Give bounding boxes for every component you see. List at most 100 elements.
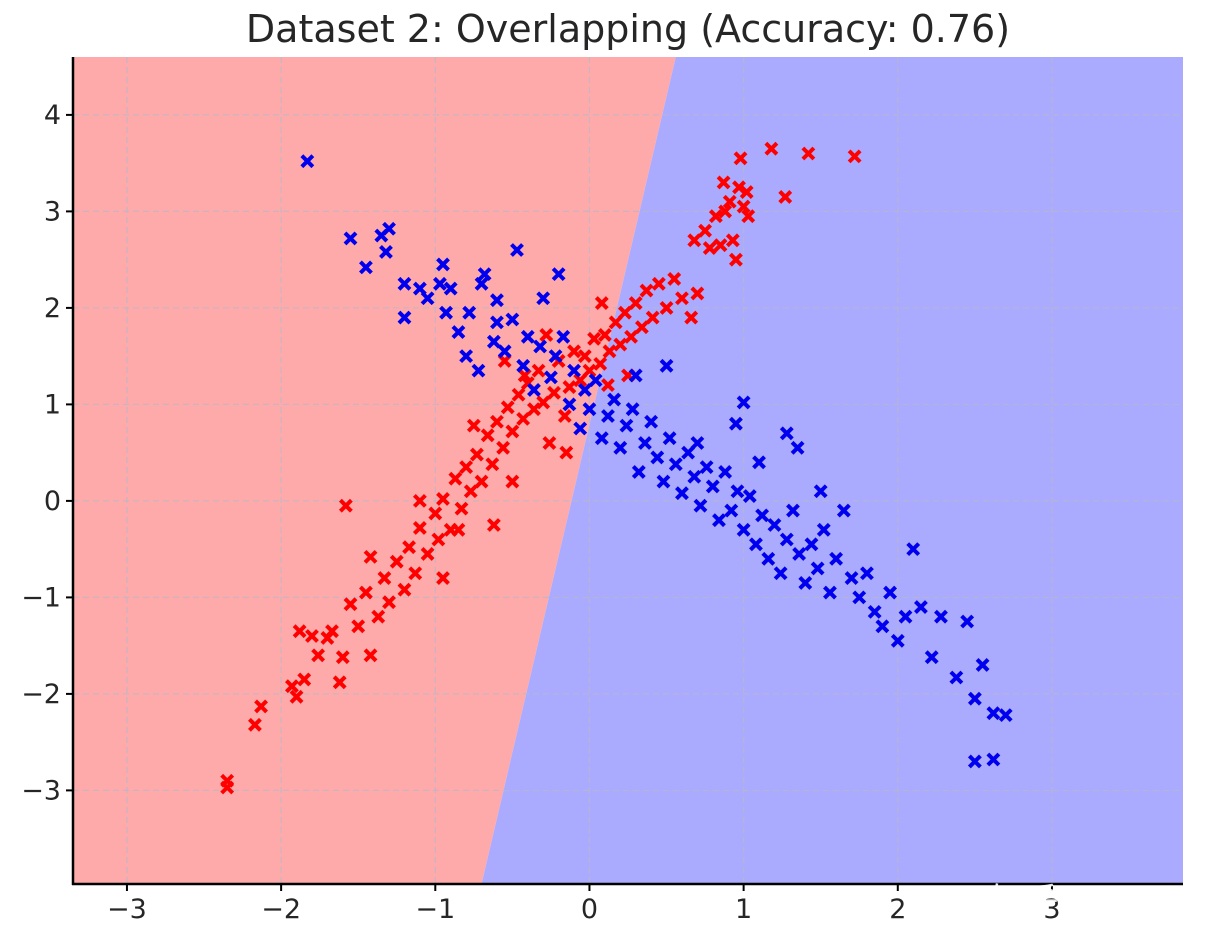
- red-point: [454, 501, 469, 516]
- red-point: [733, 151, 748, 166]
- red-point: [582, 363, 597, 378]
- blue-point: [924, 650, 939, 665]
- red-point: [351, 619, 366, 634]
- red-point: [613, 337, 628, 352]
- red-point: [382, 595, 396, 610]
- red-point: [335, 650, 350, 665]
- blue-point: [656, 474, 671, 489]
- red-point: [285, 679, 299, 694]
- red-point: [690, 286, 705, 301]
- chart-title: Dataset 2: Overlapping (Accuracy: 0.76): [246, 7, 1010, 51]
- decision-regions: [73, 57, 1184, 884]
- blue-point: [967, 691, 982, 706]
- blue-point: [752, 455, 766, 470]
- y-tick-label: 0: [44, 486, 61, 517]
- blue-point: [724, 503, 739, 518]
- blue-point: [607, 392, 622, 407]
- blue-point: [520, 329, 535, 344]
- red-point: [684, 310, 699, 325]
- red-point: [597, 328, 612, 342]
- blue-point: [668, 457, 683, 472]
- red-point: [801, 146, 816, 161]
- red-point: [511, 387, 526, 402]
- blue-point: [779, 426, 794, 441]
- blue-point: [594, 431, 609, 446]
- y-tick-label: 2: [44, 293, 61, 324]
- red-point: [359, 585, 373, 600]
- blue-point: [836, 503, 851, 518]
- red-point: [667, 272, 682, 286]
- blue-point: [601, 409, 615, 423]
- red-point: [702, 241, 717, 255]
- red-point: [305, 629, 319, 643]
- blue-point: [662, 431, 677, 446]
- red-point: [708, 209, 723, 224]
- blue-region: [481, 57, 1184, 884]
- red-point: [311, 648, 326, 663]
- blue-point: [914, 600, 928, 614]
- red-point: [659, 300, 674, 315]
- blue-point: [898, 609, 913, 624]
- blue-point: [867, 604, 882, 619]
- red-point: [698, 223, 712, 238]
- red-point: [254, 699, 268, 714]
- blue-point: [644, 414, 659, 429]
- blue-point: [573, 421, 588, 436]
- blue-point: [699, 460, 714, 475]
- blue-point: [687, 469, 702, 484]
- data-points: [220, 141, 1013, 795]
- blue-point: [490, 293, 504, 308]
- blue-point: [681, 445, 696, 460]
- blue-point: [443, 281, 458, 296]
- red-point: [496, 440, 511, 455]
- blue-point: [459, 349, 474, 364]
- red-point: [716, 175, 731, 190]
- red-point: [428, 506, 443, 521]
- blue-point: [477, 267, 492, 282]
- y-tick-label: 3: [44, 196, 61, 227]
- blue-point: [693, 498, 708, 513]
- x-tick-label: −3: [107, 894, 147, 925]
- blue-point: [816, 522, 831, 537]
- red-point: [675, 291, 689, 306]
- red-point: [542, 436, 557, 450]
- red-point: [732, 180, 746, 195]
- red-point: [725, 233, 740, 248]
- red-point: [559, 445, 574, 460]
- blue-point: [875, 619, 890, 634]
- y-tick-label: −1: [21, 582, 61, 613]
- red-point: [601, 378, 615, 393]
- blue-point: [718, 465, 733, 479]
- blue-point: [810, 561, 825, 576]
- red-point: [486, 518, 501, 532]
- red-point: [651, 276, 666, 291]
- x-tick-label: 3: [1043, 894, 1060, 925]
- y-axis-ticks: −3 −2 −1 0 1 2 3 4: [21, 100, 73, 806]
- red-point: [557, 409, 572, 423]
- blue-point: [471, 363, 486, 378]
- red-point: [480, 428, 495, 443]
- red-point: [412, 521, 427, 535]
- red-point: [645, 310, 660, 325]
- x-tick-label: 1: [735, 894, 752, 925]
- blue-point: [625, 402, 640, 417]
- blue-point: [577, 383, 592, 397]
- blue-point: [690, 436, 705, 450]
- red-point: [485, 457, 500, 472]
- red-point: [573, 373, 588, 388]
- red-point: [248, 717, 262, 732]
- blue-point: [556, 329, 571, 344]
- red-point: [847, 149, 862, 164]
- blue-point: [631, 465, 646, 479]
- red-point: [536, 395, 551, 410]
- red-point: [718, 204, 733, 219]
- red-point: [764, 141, 779, 156]
- axes: [71, 57, 1183, 886]
- red-point: [408, 566, 423, 581]
- y-tick-label: 1: [44, 389, 61, 420]
- blue-point: [490, 315, 504, 330]
- red-point: [412, 493, 427, 508]
- blue-point: [562, 397, 577, 412]
- red-point: [220, 780, 235, 795]
